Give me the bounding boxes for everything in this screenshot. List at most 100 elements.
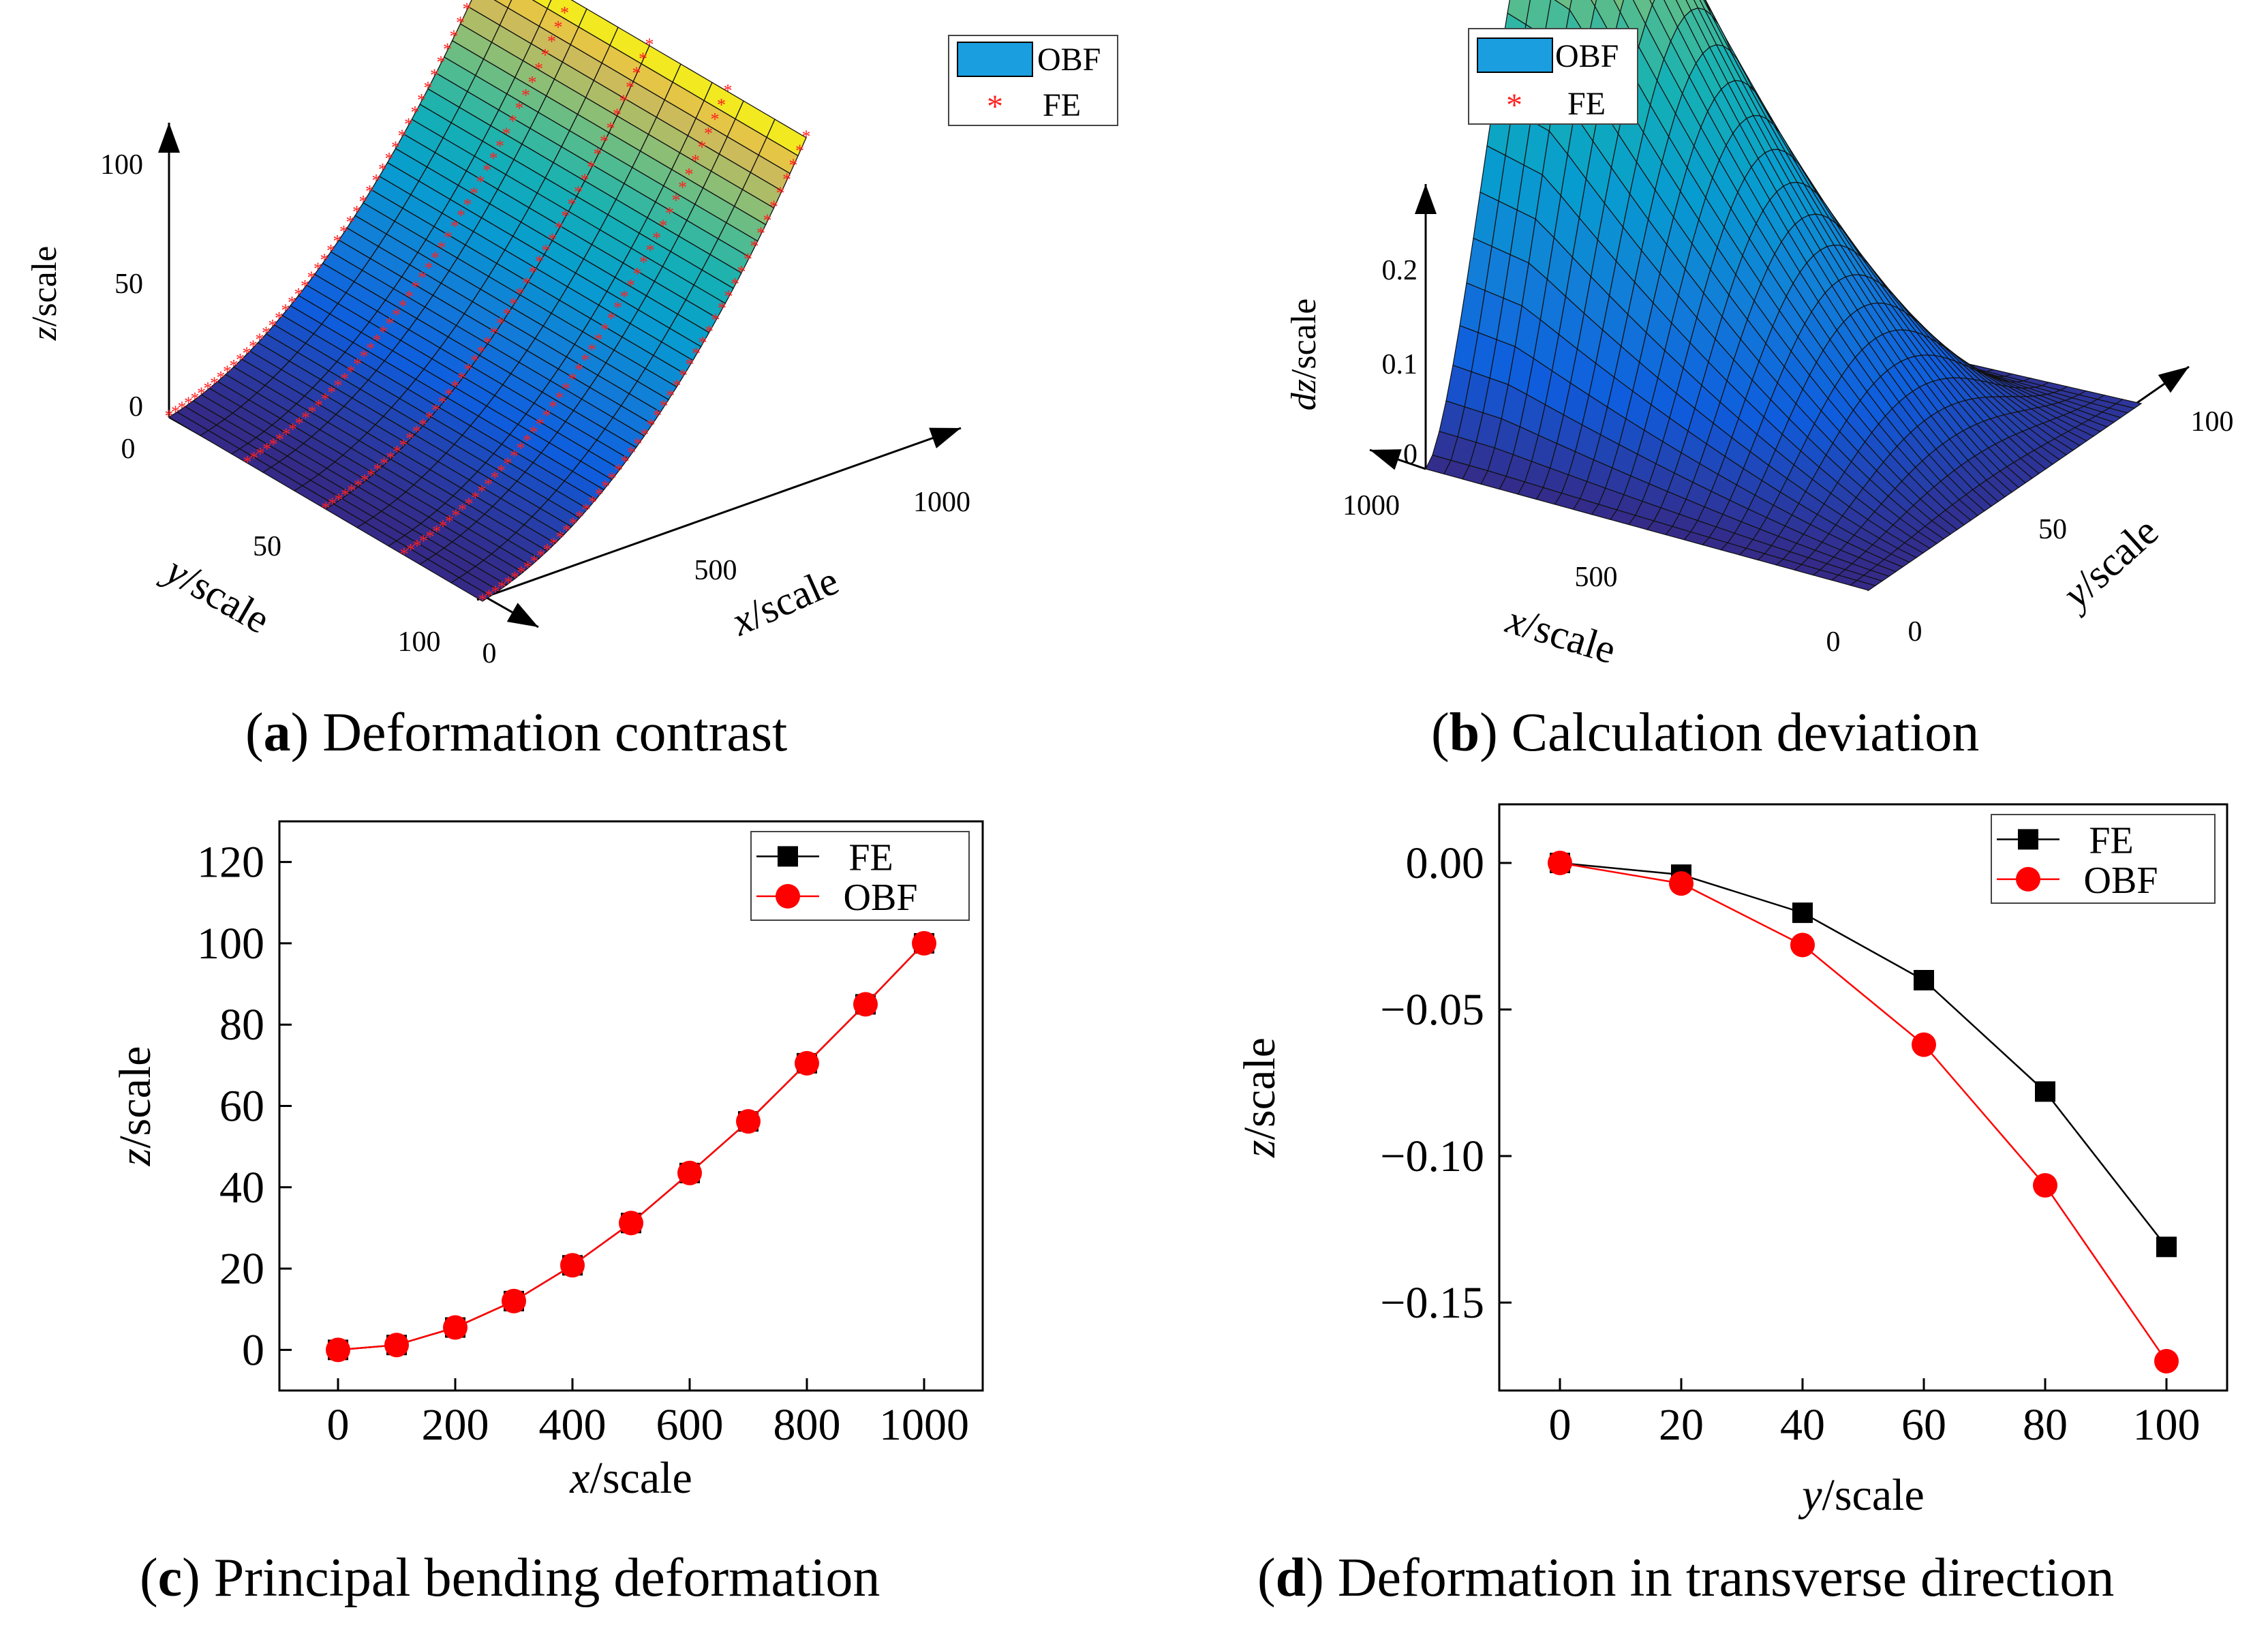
panel-a-fe-marker: * bbox=[328, 494, 337, 514]
panel-b-surface-patch bbox=[1649, 0, 1655, 6]
panel-a-fe-marker: * bbox=[295, 414, 304, 434]
panel-a-fe-marker: * bbox=[756, 224, 765, 243]
panel-a-fe-marker: * bbox=[619, 91, 628, 111]
panel-a-fe-marker: * bbox=[391, 138, 400, 157]
panel-c-obf-point bbox=[853, 992, 878, 1017]
panel-a-fe-marker: * bbox=[171, 402, 180, 422]
panel-a-fe-marker: * bbox=[613, 298, 622, 318]
panel-a-x-tick-1: 500 bbox=[694, 555, 737, 586]
panel-a-fe-marker: * bbox=[666, 386, 675, 406]
panel-a-fe-marker: * bbox=[556, 528, 565, 547]
panel-a-fe-marker: * bbox=[204, 379, 213, 399]
panel-c-x-tick-2: 400 bbox=[539, 1400, 607, 1450]
panel-a-fe-marker: * bbox=[378, 160, 387, 180]
panel-a-y-tick-0: 0 bbox=[121, 434, 136, 465]
panel-a-fe-marker: * bbox=[478, 481, 487, 501]
panel-a-fe-marker: * bbox=[640, 425, 649, 445]
panel-a-fe-marker: * bbox=[581, 350, 590, 370]
panel-a-fe-marker: * bbox=[412, 277, 420, 297]
panel-a-fe-marker: * bbox=[405, 287, 414, 307]
panel-a-fe-marker: * bbox=[444, 228, 453, 247]
panel-a-x-tick-0: 0 bbox=[482, 638, 497, 669]
panel-a-fe-marker: * bbox=[621, 452, 630, 472]
caption-b-text: Calculation deviation bbox=[1497, 703, 1980, 763]
panel-a-fe-marker: * bbox=[386, 314, 395, 333]
panel-b-legend-fe-label: FE bbox=[1567, 86, 1606, 122]
panel-a-fe-marker: * bbox=[406, 541, 415, 560]
panel-a-fe-marker: * bbox=[574, 360, 583, 380]
panel-a-fe-marker: * bbox=[536, 546, 545, 566]
panel-a-y-tick-1: 50 bbox=[253, 531, 281, 562]
panel-a-fe-marker: * bbox=[425, 408, 434, 427]
panel-a-y-tick-2: 100 bbox=[398, 626, 441, 658]
panel-a-fe-marker: * bbox=[802, 127, 811, 147]
panel-a-fe-marker: * bbox=[569, 514, 578, 534]
panel-a-fe-marker: * bbox=[413, 536, 422, 556]
panel-a-fe-marker: * bbox=[361, 471, 369, 491]
panel-a-fe-marker: * bbox=[522, 273, 531, 293]
panel-a-fe-marker: * bbox=[307, 268, 316, 288]
panel-a-fe-marker: * bbox=[288, 292, 296, 312]
panel-a-z-tick-0: 0 bbox=[129, 391, 143, 423]
panel-a-y-axis-head bbox=[506, 603, 538, 627]
panel-a-fe-marker: * bbox=[339, 222, 348, 242]
panel-a-fe-marker: * bbox=[262, 323, 271, 343]
panel-a-fe-marker: * bbox=[547, 31, 556, 51]
panel-d-fe-point bbox=[2035, 1081, 2055, 1102]
panel-a-x-tick-2: 1000 bbox=[913, 487, 970, 518]
panel-a-fe-marker: * bbox=[471, 488, 480, 508]
panel-b-legend: OBF * FE bbox=[1468, 28, 1638, 125]
panel-d-x-tick-4: 80 bbox=[2023, 1400, 2068, 1450]
panel-a-fe-marker: * bbox=[354, 476, 363, 496]
panel-a-fe-marker: * bbox=[288, 419, 297, 439]
panel-c-obf-point bbox=[912, 930, 936, 956]
panel-d-x-tick-1: 20 bbox=[1659, 1400, 1704, 1450]
panel-c-principal-bending: 0 200 400 600 800 1000 0 20 40 60 80 100 120 x/scale z… bbox=[110, 820, 984, 1503]
panel-c-y-tick-6: 120 bbox=[197, 838, 264, 887]
panel-a-fe-marker: * bbox=[607, 309, 616, 329]
panel-d-y-tick-1: −0.05 bbox=[1380, 985, 1484, 1035]
panel-d-obf-point bbox=[2154, 1349, 2179, 1373]
panel-a-fe-marker: * bbox=[430, 65, 439, 85]
panel-a-fe-marker: * bbox=[686, 355, 694, 375]
panel-a-fe-marker: * bbox=[438, 393, 447, 412]
panel-a-fe-marker: * bbox=[601, 476, 610, 496]
panel-a-fe-marker: * bbox=[795, 141, 804, 161]
panel-a-fe-marker: * bbox=[679, 365, 688, 385]
panel-a-fe-marker: * bbox=[549, 397, 557, 417]
panel-a-fe-marker: * bbox=[178, 398, 187, 418]
panel-a-fe-marker: * bbox=[704, 123, 713, 143]
panel-a-fe-marker: * bbox=[523, 431, 532, 451]
panel-a-fe-marker: * bbox=[321, 389, 330, 409]
panel-a-fe-marker: * bbox=[197, 384, 206, 404]
panel-a-fe-marker: * bbox=[301, 276, 309, 296]
panel-a-fe-marker: * bbox=[724, 286, 733, 306]
panel-a-fe-marker: * bbox=[653, 406, 662, 426]
panel-a-fe-marker: * bbox=[372, 171, 381, 191]
panel-a-fe-marker: * bbox=[463, 0, 472, 19]
panel-a-legend-fe-label: FE bbox=[1043, 87, 1081, 123]
panel-a-fe-marker: * bbox=[445, 511, 454, 531]
panel-a-fe-marker: * bbox=[627, 443, 636, 463]
panel-c-x-tick-5: 1000 bbox=[879, 1400, 969, 1450]
panel-a-fe-marker: * bbox=[465, 494, 474, 514]
panel-b-y-label: y/scale bbox=[2051, 508, 2166, 619]
panel-a-legend-fe-marker: * bbox=[987, 89, 1003, 125]
panel-b-x-label: x/scale bbox=[1501, 596, 1621, 672]
panel-a-fe-marker: * bbox=[496, 314, 505, 334]
panel-a-fe-marker: * bbox=[678, 178, 687, 198]
panel-a-fe-marker: * bbox=[534, 59, 543, 79]
panel-a-fe-marker: * bbox=[718, 299, 726, 318]
panel-c-x-tick-1: 200 bbox=[422, 1400, 489, 1450]
panel-a-fe-marker: * bbox=[543, 540, 552, 560]
panel-a-z-label: z/scale bbox=[25, 246, 64, 341]
panel-a-fe-marker: * bbox=[334, 376, 343, 396]
panel-a-fe-marker: * bbox=[399, 436, 408, 455]
panel-c-obf-point bbox=[736, 1109, 761, 1134]
panel-a-fe-marker: * bbox=[314, 396, 323, 416]
panel-a-fe-marker: * bbox=[562, 521, 571, 541]
panel-a-fe-marker: * bbox=[346, 212, 355, 232]
panel-a-fe-marker: * bbox=[191, 389, 200, 408]
panel-a-fe-marker: * bbox=[341, 485, 350, 505]
panel-a-fe-marker: * bbox=[249, 449, 258, 468]
